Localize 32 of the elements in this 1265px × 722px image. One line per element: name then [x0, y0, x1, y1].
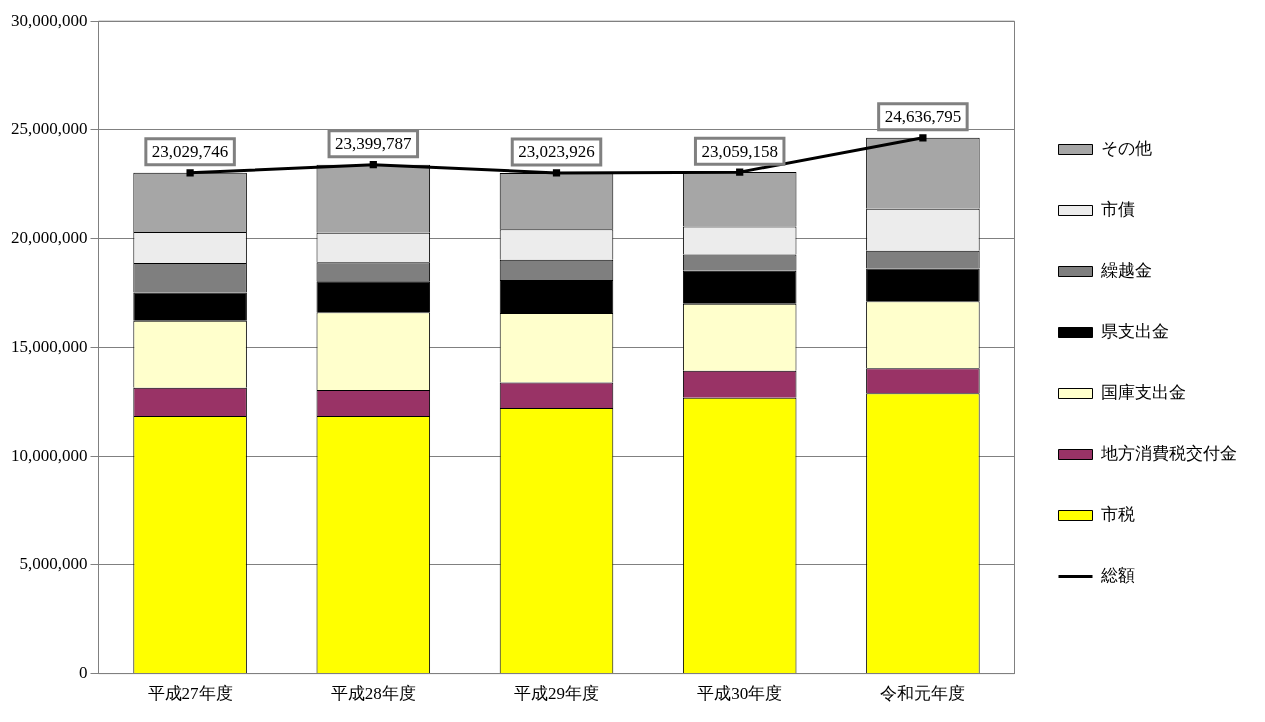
point: [552, 169, 561, 177]
bar: [133, 292, 247, 321]
y-tick-label: 25,000,000: [11, 119, 88, 139]
x-tick-label: 平成27年度: [147, 684, 233, 704]
x-tick-label: 令和元年度: [880, 684, 966, 704]
point: [369, 161, 377, 169]
x-tick-label: 平成30年度: [697, 684, 783, 704]
data-label: 23,029,746: [151, 142, 229, 162]
bar: [866, 268, 980, 302]
y-tick-label: 0: [79, 663, 88, 683]
data-label: 24,636,795: [884, 107, 962, 127]
y-tick-label: 30,000,000: [11, 10, 88, 30]
point: [186, 169, 194, 177]
legend-label: 地方消費税交付金: [1100, 443, 1237, 463]
y-tick-label: 20,000,000: [11, 228, 88, 248]
x-tick-label: 平成28年度: [330, 684, 416, 704]
legend-label: 市債: [1101, 199, 1135, 219]
legend-label: 国庫支出金: [1101, 382, 1186, 402]
point: [736, 168, 744, 176]
y-tick-label: 5,000,000: [19, 554, 88, 574]
legend-label: その他: [1101, 138, 1152, 158]
data-label: 23,023,926: [518, 142, 595, 162]
y-tick-label: 10,000,000: [11, 445, 88, 465]
legend-label: 繰越金: [1100, 260, 1152, 280]
point: [919, 134, 927, 142]
legend-label: 県支出金: [1101, 321, 1169, 341]
data-label: 23,399,787: [335, 134, 413, 154]
y-tick-label: 15,000,000: [11, 336, 88, 356]
data-label: 23,059,158: [701, 141, 778, 161]
legend-label: 市税: [1101, 504, 1135, 524]
legend-label: 総額: [1100, 565, 1135, 585]
x-tick-label: 平成29年度: [514, 684, 599, 704]
